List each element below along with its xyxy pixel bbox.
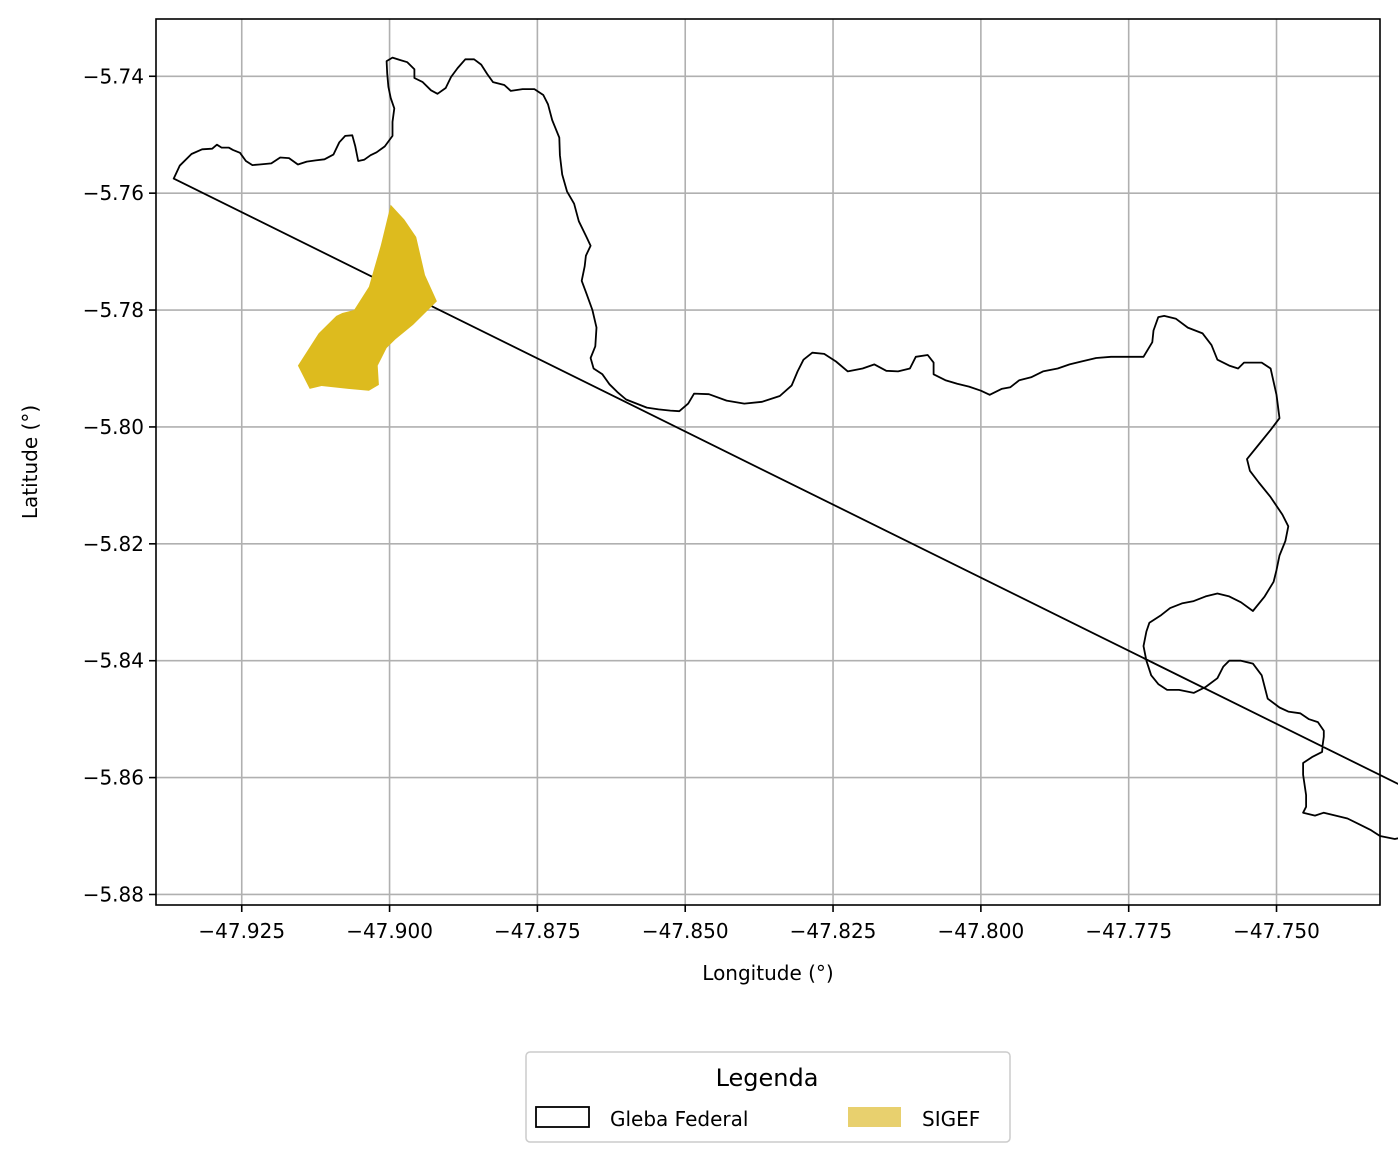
polygon-sigef [297,204,437,391]
axis-ticks: −47.925 −47.900 −47.875 −47.850 −47.825 −47.8… [83,64,1320,943]
legend-label-gleba-federal: Gleba Federal [610,1107,748,1131]
legend: Legenda Gleba Federal SIGEF [525,1051,1011,1143]
x-tick-label: −47.900 [346,919,433,943]
x-tick-label: −47.750 [1233,919,1320,943]
polygon-gleba-federal [172,56,1398,840]
x-tick-label: −47.925 [198,919,285,943]
x-tick-label: −47.850 [642,919,729,943]
x-axis-label: Longitude (°) [702,961,833,985]
y-tick-label: −5.76 [83,181,144,205]
legend-swatch-gleba-federal [535,1106,590,1128]
x-tick-label: −47.875 [494,919,581,943]
y-tick-label: −5.78 [83,298,144,322]
y-tick-label: −5.74 [83,64,144,88]
y-tick-label: −5.86 [83,766,144,790]
x-tick-label: −47.775 [1085,919,1172,943]
x-tick-label: −47.825 [790,919,877,943]
map-layers [172,56,1398,840]
legend-title: Legenda [716,1064,819,1092]
y-tick-label: −5.84 [83,649,144,673]
plot-frame [155,18,1381,906]
legend-label-sigef: SIGEF [922,1107,980,1131]
y-tick-label: −5.80 [83,415,144,439]
y-tick-label: −5.88 [83,882,144,906]
x-tick-label: −47.800 [937,919,1024,943]
legend-swatch-sigef [848,1107,901,1127]
y-tick-label: −5.82 [83,532,144,556]
y-axis-label: Latitude (°) [18,405,42,519]
